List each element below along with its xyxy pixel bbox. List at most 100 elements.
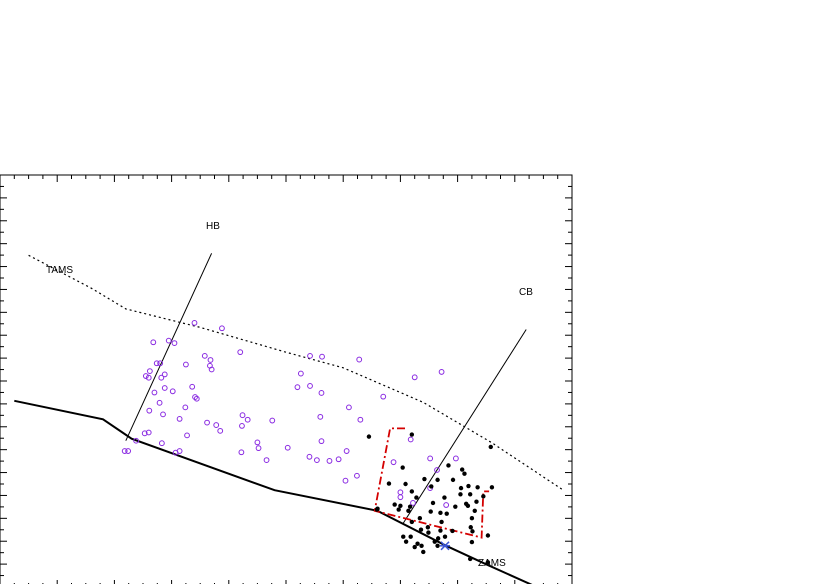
data-points (121, 320, 495, 565)
filled-point (474, 499, 479, 504)
open-point (263, 457, 270, 464)
filled-point (409, 519, 415, 525)
open-point (121, 448, 128, 454)
open-point (133, 437, 140, 444)
filled-point (467, 492, 473, 497)
open-point (161, 385, 168, 391)
filled-point (401, 534, 406, 539)
open-point (397, 489, 404, 496)
filled-point (425, 525, 431, 530)
zams-label: ZAMS (478, 558, 506, 569)
open-point (158, 374, 165, 381)
filled-point (435, 536, 441, 541)
filled-point (458, 485, 464, 491)
open-point (356, 356, 363, 363)
curves (14, 253, 564, 584)
filled-point (414, 495, 419, 500)
filled-point (439, 519, 444, 525)
filled-point (442, 495, 447, 500)
open-point (191, 320, 198, 326)
open-point (145, 374, 152, 381)
filled-point (403, 481, 408, 487)
open-point (207, 357, 214, 363)
open-point (317, 413, 324, 420)
open-point (438, 369, 445, 375)
open-point (318, 438, 325, 445)
open-point (217, 427, 224, 434)
filled-point (450, 528, 455, 534)
filled-point (489, 485, 495, 490)
selection-box (373, 427, 490, 539)
filled-point (426, 530, 431, 535)
open-point (184, 432, 190, 439)
open-point (192, 394, 198, 400)
tams-label: TAMS (46, 265, 73, 276)
open-point (269, 417, 276, 424)
open-point (189, 383, 196, 390)
plot-frame (0, 174, 573, 584)
filled-point (415, 541, 420, 546)
filled-point (422, 476, 427, 482)
open-point (294, 384, 301, 391)
hb-line (125, 253, 213, 441)
box-outline (373, 427, 490, 539)
filled-point (469, 515, 475, 521)
filled-point (406, 508, 411, 513)
open-point (244, 416, 251, 423)
filled-point (442, 534, 448, 539)
filled-point (374, 507, 380, 512)
open-point (427, 455, 434, 462)
filled-point (430, 500, 436, 506)
filled-point (417, 515, 423, 521)
filled-point (398, 503, 403, 509)
open-point (193, 395, 200, 402)
open-point (146, 368, 153, 375)
filled-point (366, 434, 372, 439)
filled-point (488, 444, 493, 450)
open-point (158, 440, 165, 447)
open-point (176, 448, 183, 454)
filled-point (392, 502, 397, 507)
open-point (297, 370, 304, 377)
filled-point (400, 465, 405, 470)
filled-point (444, 511, 449, 516)
open-point (254, 439, 261, 446)
filled-point (438, 528, 443, 533)
open-point (145, 429, 152, 436)
filled-point (467, 556, 473, 562)
filled-point (435, 543, 440, 548)
zams-line (14, 399, 533, 584)
filled-point (475, 485, 480, 490)
filled-point (435, 477, 440, 483)
open-point (239, 423, 245, 429)
open-point (307, 383, 313, 389)
filled-point (408, 534, 413, 539)
filled-point (418, 527, 424, 532)
filled-point (469, 539, 475, 545)
open-point (151, 389, 158, 396)
filled-point (485, 560, 491, 565)
filled-point (472, 508, 477, 513)
open-point (201, 352, 208, 359)
filled-point (458, 492, 463, 497)
filled-point (403, 539, 409, 544)
filled-point (446, 463, 451, 468)
filled-point (409, 489, 415, 494)
filled-point (428, 509, 433, 514)
cb-label: CB (519, 287, 533, 298)
filled-point (466, 483, 471, 489)
tams-line (28, 254, 564, 491)
open-point (213, 422, 220, 428)
open-point (343, 448, 350, 454)
filled-point (453, 504, 458, 509)
open-point (380, 393, 387, 400)
open-point (452, 455, 459, 462)
filled-point (470, 529, 475, 534)
filled-point (412, 544, 417, 550)
axis-ticks (0, 174, 573, 584)
hb-label: HB (206, 221, 220, 232)
open-point (434, 467, 440, 473)
open-point (204, 419, 210, 426)
open-point (171, 340, 178, 346)
open-point (326, 458, 333, 464)
